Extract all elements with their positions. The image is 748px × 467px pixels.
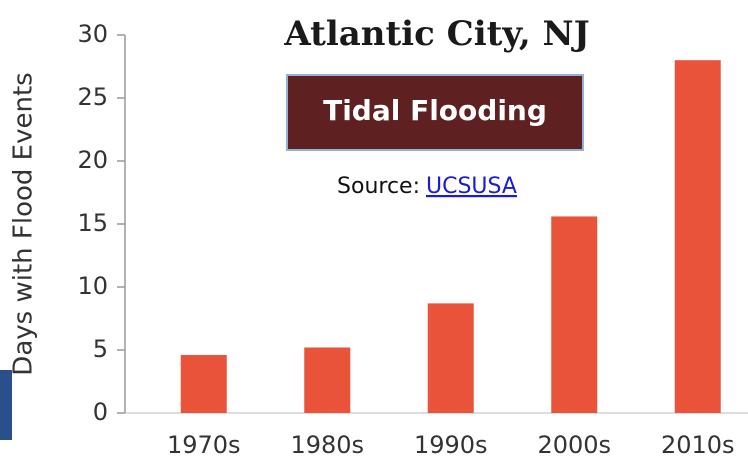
y-tick-label: 5 [93,335,108,363]
bar [674,60,721,413]
label-box [286,74,584,151]
y-axis-label: Days with Flood Events [9,72,39,375]
y-tick-label: 10 [77,272,108,300]
x-tick-label: 1980s [290,431,364,459]
bar [551,216,598,413]
y-tick-label: 20 [77,146,108,174]
y-tick-label: 25 [77,83,108,111]
source-link[interactable]: UCSUSA [426,174,517,199]
bar [180,355,227,413]
y-tick-label: 30 [77,20,108,48]
x-tick-label: 1970s [167,431,241,459]
y-tick-label: 15 [77,209,108,237]
chart-title: Atlantic City, NJ [283,14,589,54]
decoration-strip [0,370,12,440]
box-label: Tidal Flooding [323,94,547,127]
x-tick-label: 1990s [414,431,488,459]
y-tick-label: 0 [93,398,108,426]
x-tick-label: 2000s [537,431,611,459]
source-text: Source: [337,174,420,199]
bar [427,303,474,413]
x-tick-label: 2010s [661,431,735,459]
bar [304,347,351,413]
